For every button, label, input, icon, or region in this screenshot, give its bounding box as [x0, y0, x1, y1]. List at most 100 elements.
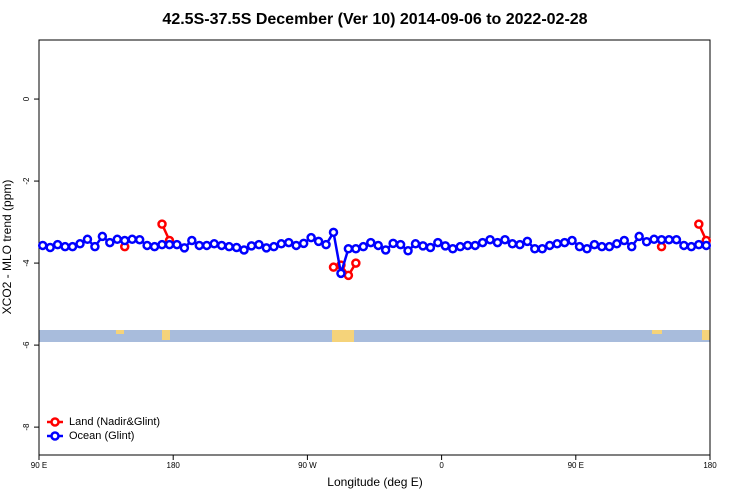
point	[507, 239, 518, 249]
point	[530, 243, 540, 254]
point	[440, 241, 451, 251]
point	[649, 234, 659, 245]
point	[224, 241, 234, 252]
y-tick-label: -6	[22, 341, 31, 349]
point	[686, 241, 697, 252]
point	[537, 243, 547, 254]
point	[97, 231, 108, 242]
point	[358, 241, 369, 252]
point	[75, 239, 85, 249]
point	[462, 240, 473, 251]
point	[119, 235, 130, 246]
point	[298, 238, 309, 249]
point	[239, 245, 249, 255]
point	[202, 240, 212, 251]
point	[306, 232, 316, 243]
legend-marker	[50, 417, 60, 427]
x-tick-label: 180	[703, 461, 717, 470]
point	[179, 243, 190, 253]
point	[194, 240, 205, 251]
land-patch	[702, 330, 710, 340]
point	[612, 239, 622, 249]
point	[619, 235, 630, 246]
x-tick-label: 0	[439, 461, 444, 470]
point	[276, 239, 287, 249]
x-tick-label: 90 E	[31, 461, 47, 470]
point	[433, 237, 443, 248]
point	[694, 239, 704, 250]
point	[515, 239, 525, 250]
point	[582, 243, 592, 254]
point	[589, 239, 600, 250]
point	[448, 243, 458, 254]
x-axis-label: Longitude (deg E)	[327, 475, 422, 489]
point	[105, 237, 115, 248]
point	[52, 239, 63, 250]
point	[373, 240, 383, 251]
point	[470, 240, 480, 251]
land-patch	[652, 330, 662, 334]
legend-marker	[50, 431, 60, 441]
point	[187, 235, 197, 246]
point	[343, 270, 354, 281]
point	[336, 268, 346, 279]
x-tick-label: 180	[167, 461, 181, 470]
point	[164, 239, 175, 250]
point	[418, 241, 428, 251]
legend-label: Land (Nadir&Glint)	[69, 416, 160, 428]
point	[559, 237, 570, 248]
x-tick-label: 90 W	[298, 461, 317, 470]
land-patch	[116, 330, 124, 334]
y-axis-label: XCO2 - MLO trend (ppm)	[0, 180, 14, 315]
point	[82, 234, 93, 245]
point	[328, 227, 339, 238]
legend-label: Ocean (Glint)	[69, 430, 134, 442]
x-tick-label: 90 E	[568, 461, 584, 470]
point	[157, 219, 167, 229]
point	[679, 240, 689, 251]
point	[410, 239, 421, 249]
point	[134, 234, 145, 245]
point	[544, 240, 555, 251]
point	[269, 241, 279, 252]
point	[671, 234, 682, 245]
point	[656, 234, 667, 245]
point	[45, 242, 55, 253]
point	[522, 236, 533, 247]
y-tick-label: -4	[22, 259, 31, 267]
point	[328, 262, 339, 272]
point	[261, 243, 272, 253]
point	[694, 219, 704, 229]
point	[284, 237, 294, 248]
point	[321, 239, 331, 250]
point	[634, 231, 644, 242]
point	[246, 241, 257, 251]
point	[574, 241, 585, 252]
y-tick-label: 0	[22, 96, 31, 101]
point	[641, 237, 652, 247]
point	[701, 240, 712, 251]
point	[60, 241, 70, 252]
chart-title: 42.5S-37.5S December (Ver 10) 2014-09-06…	[162, 11, 587, 28]
point	[403, 246, 413, 256]
point	[157, 239, 167, 250]
point	[597, 241, 607, 252]
y-tick-label: -8	[22, 423, 31, 431]
point	[291, 240, 301, 251]
point	[388, 238, 398, 249]
y-tick-label: -2	[22, 177, 31, 185]
point	[485, 234, 495, 245]
point	[626, 241, 637, 252]
point	[90, 241, 100, 252]
point	[477, 237, 488, 248]
point	[380, 245, 391, 255]
point	[455, 241, 465, 252]
point	[254, 239, 264, 250]
point	[604, 241, 615, 252]
point	[149, 241, 160, 252]
point	[37, 240, 48, 251]
point	[231, 242, 242, 253]
point	[500, 234, 510, 245]
point	[552, 239, 562, 249]
